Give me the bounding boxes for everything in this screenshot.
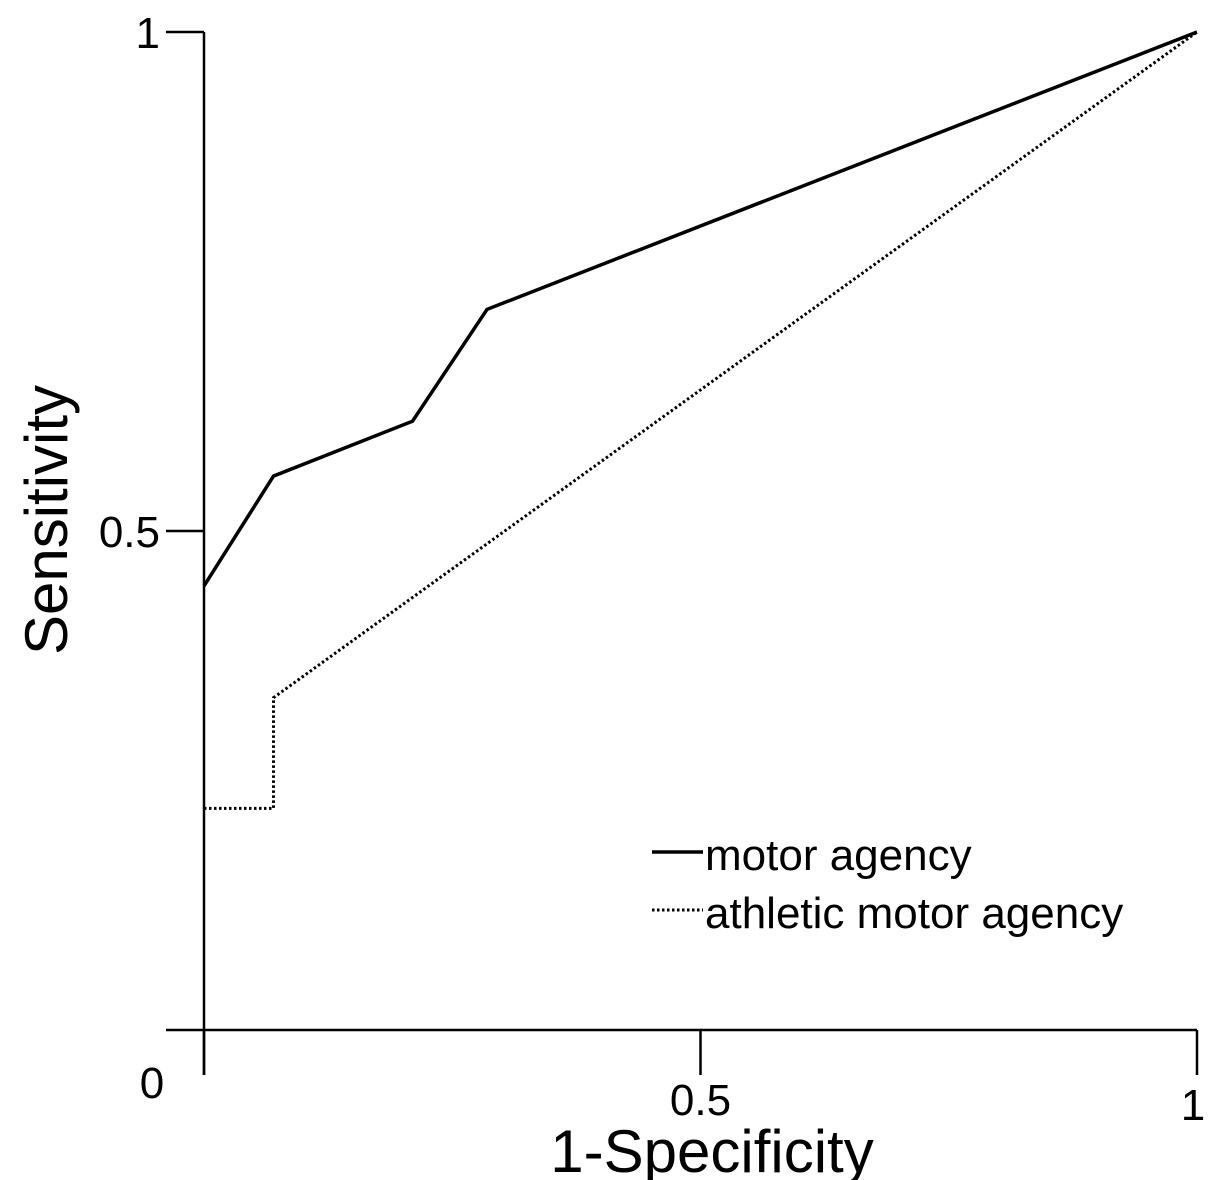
legend-label: athletic motor agency: [705, 889, 1123, 938]
x-tick-label: 0: [140, 1059, 164, 1108]
y-axis-title: Sensitivity: [13, 385, 80, 655]
x-axis-title: 1-Specificity: [550, 1118, 873, 1180]
y-tick-label: 1: [136, 9, 160, 58]
legend: motor agency athletic motor agency: [652, 831, 1123, 938]
motor-agency-line: [202, 30, 1198, 587]
axes: [166, 30, 1199, 1075]
legend-label: motor agency: [705, 831, 972, 880]
tick-labels: 0.5 1 0 0.5 1: [99, 9, 1205, 1130]
y-tick-label: 0.5: [99, 508, 160, 557]
series-lines: [202, 30, 1198, 810]
athletic-motor-agency-line: [204, 30, 1198, 810]
x-tick-label: 0.5: [670, 1076, 731, 1125]
x-tick-label: 1: [1181, 1081, 1205, 1130]
